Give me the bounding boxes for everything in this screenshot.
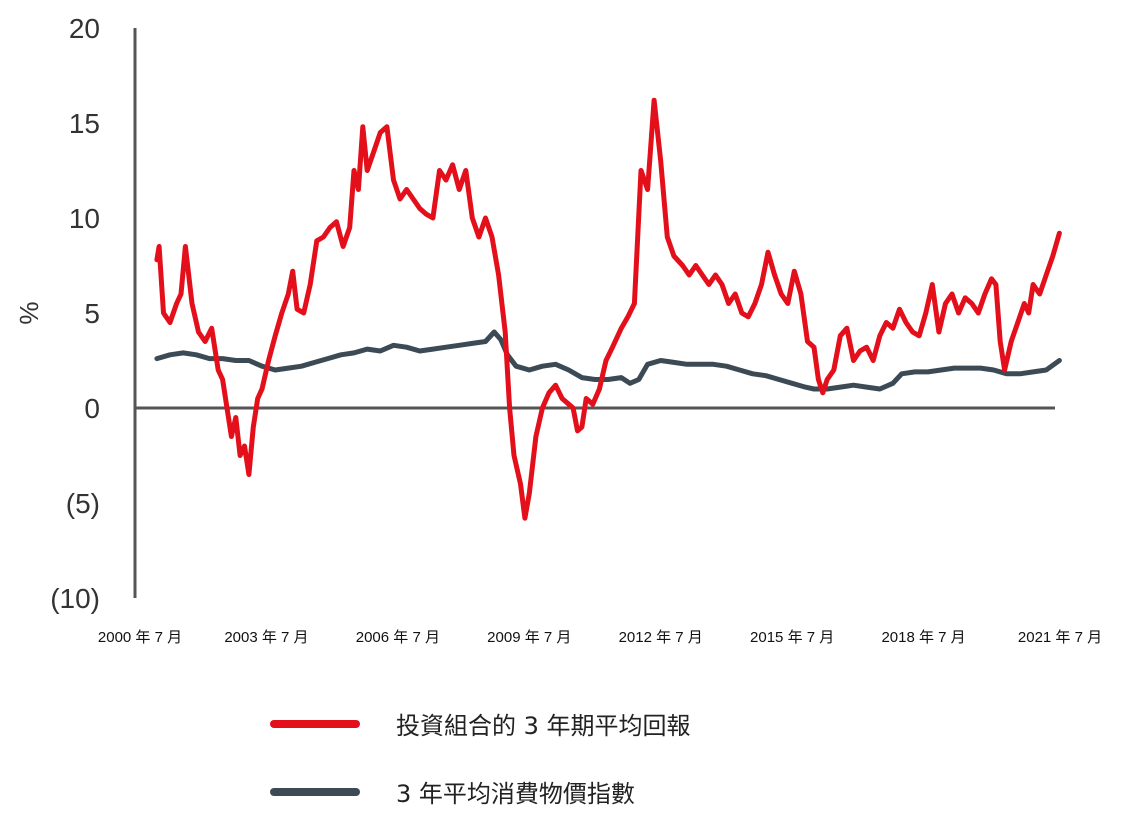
portfolio-return-line — [154, 97, 1062, 521]
y-tick-label: 15 — [69, 108, 100, 139]
y-tick-label: 0 — [84, 393, 100, 424]
series-lines — [154, 97, 1062, 521]
x-tick-labels: 2000 年 7 月 2003 年 7 月 2006 年 7 月 2009 年 7 月… — [98, 629, 1102, 646]
legend-label: 3 年平均消費物價指數 — [396, 780, 635, 808]
legend-swatch-red — [270, 720, 360, 728]
cpi-line — [154, 329, 1062, 392]
x-tick-label: 2015 年 7 月 — [750, 629, 834, 646]
y-tick-label: 5 — [84, 298, 100, 329]
legend-swatch-gray — [270, 788, 360, 796]
x-tick-label: 2009 年 7 月 — [487, 629, 571, 646]
y-tick-label: 20 — [69, 13, 100, 44]
x-tick-label: 2018 年 7 月 — [881, 629, 965, 646]
x-tick-label: 2006 年 7 月 — [356, 629, 440, 646]
y-axis-label: % — [14, 301, 44, 324]
x-tick-label: 2012 年 7 月 — [619, 629, 703, 646]
y-tick-label: 10 — [69, 203, 100, 234]
y-tick-label: (10) — [50, 583, 100, 614]
y-tick-labels: 20 15 10 5 0 (5) (10) — [50, 13, 100, 614]
legend-label: 投資組合的 3 年期平均回報 — [396, 712, 691, 740]
x-tick-label: 2021 年 7 月 — [1018, 629, 1102, 646]
x-tick-label: 2000 年 7 月 — [98, 629, 182, 646]
x-tick-label: 2003 年 7 月 — [224, 629, 308, 646]
y-tick-label: (5) — [66, 488, 100, 519]
